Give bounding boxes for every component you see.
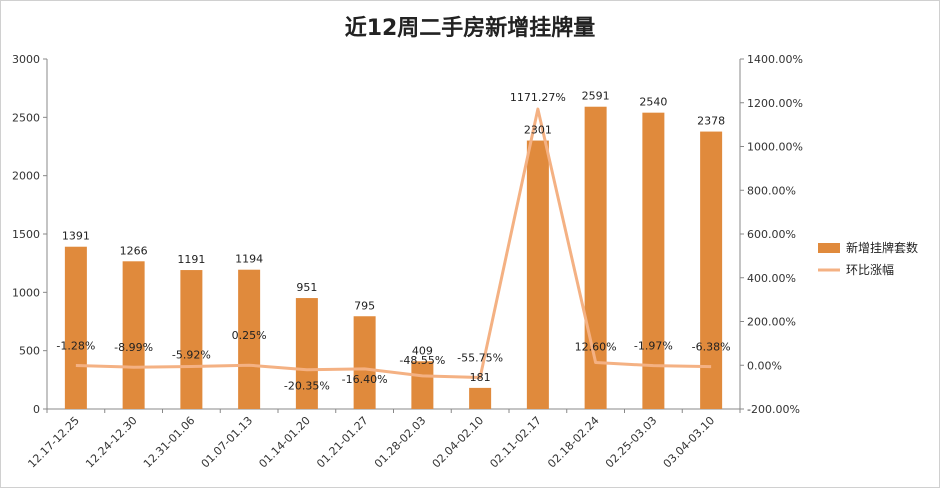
y-right-tick-label: -200.00% xyxy=(747,403,800,416)
y-right-tick-label: 600.00% xyxy=(747,228,796,241)
y-right-tick-label: 1000.00% xyxy=(747,141,803,154)
y-right-tick-label: 800.00% xyxy=(747,184,796,197)
legend-swatch-bar xyxy=(818,243,840,253)
bar-data-label: 2378 xyxy=(697,115,725,128)
line-data-label: -1.97% xyxy=(634,340,673,353)
y-left-tick-label: 1500 xyxy=(12,228,40,241)
line-data-label: -8.99% xyxy=(114,341,153,354)
bar-data-label: 1194 xyxy=(235,253,263,266)
bar xyxy=(180,270,203,409)
bar-data-label: 2540 xyxy=(639,96,667,109)
bar xyxy=(411,361,434,409)
x-tick-label: 01.14-01.20 xyxy=(256,414,313,471)
bar xyxy=(238,269,261,409)
y-right-tick-label: 200.00% xyxy=(747,316,796,329)
line-data-label: -16.40% xyxy=(342,373,388,386)
bar xyxy=(122,261,145,409)
x-tick-label: 12.17-12.25 xyxy=(25,414,82,471)
bar-data-label: 181 xyxy=(470,371,491,384)
bar xyxy=(64,246,87,409)
x-tick-label: 12.24-12.30 xyxy=(83,414,140,471)
bar xyxy=(469,387,492,409)
y-right-tick-label: 400.00% xyxy=(747,272,796,285)
chart-title: 近12周二手房新增挂牌量 xyxy=(344,16,596,41)
bar-data-label: 2591 xyxy=(582,90,610,103)
line-data-label: 1171.27% xyxy=(510,91,566,104)
series-line-huanbi xyxy=(75,107,712,379)
x-tick-label: 01.28-02.03 xyxy=(372,414,429,471)
y-left-tick-label: 3000 xyxy=(12,53,40,66)
y-left-tick-label: 0 xyxy=(33,403,40,416)
x-tick-label: 12.31-01.06 xyxy=(141,414,198,471)
bar-data-label: 409 xyxy=(412,344,433,357)
bar-data-label: 1266 xyxy=(120,244,148,257)
x-tick-label: 03.04-03.10 xyxy=(661,414,718,471)
y-left-tick-label: 2000 xyxy=(12,170,40,183)
x-tick-label: 02.25-03.03 xyxy=(603,414,660,471)
x-tick-label: 02.04-02.10 xyxy=(430,414,487,471)
line-data-label: -1.28% xyxy=(56,340,95,353)
bar-data-label: 951 xyxy=(296,281,317,294)
bar-data-label: 1391 xyxy=(62,230,90,243)
legend-label-line: 环比涨幅 xyxy=(846,262,894,277)
line-data-label: -6.38% xyxy=(692,341,731,354)
x-tick-label: 01.21-01.27 xyxy=(314,414,371,471)
y-right-tick-label: 0.00% xyxy=(747,359,782,372)
line-data-label: -5.92% xyxy=(172,349,211,362)
line-data-label: -55.75% xyxy=(457,351,503,364)
line-data-label: 12.60% xyxy=(575,340,617,353)
bar-data-label: 2301 xyxy=(524,124,552,137)
legend-label-bar: 新增挂牌套数 xyxy=(846,240,918,255)
line-data-label: -20.35% xyxy=(284,380,330,393)
bar xyxy=(642,112,665,410)
y-right-tick-label: 1200.00% xyxy=(747,97,803,110)
x-tick-label: 01.07-01.13 xyxy=(199,414,256,471)
line-data-label: -48.55% xyxy=(399,354,445,367)
bar xyxy=(295,298,318,409)
bar xyxy=(353,316,376,409)
y-left-tick-label: 500 xyxy=(19,345,40,358)
x-tick-label: 02.11-02.17 xyxy=(487,414,544,471)
bar-data-label: 795 xyxy=(354,299,375,312)
bar xyxy=(700,131,723,410)
bar xyxy=(526,140,549,410)
y-right-tick-label: 1400.00% xyxy=(747,53,803,66)
y-left-tick-label: 1000 xyxy=(12,286,40,299)
bar-data-label: 1191 xyxy=(177,253,205,266)
line-data-label: 0.25% xyxy=(232,329,267,342)
x-tick-label: 02.18-02.24 xyxy=(545,414,602,471)
y-left-tick-label: 2500 xyxy=(12,111,40,124)
